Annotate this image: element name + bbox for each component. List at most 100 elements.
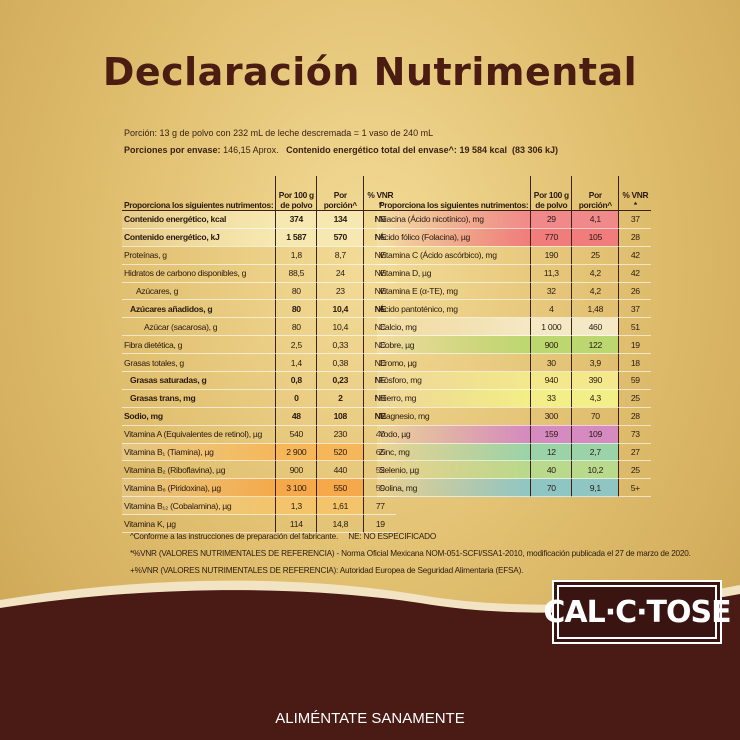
cell: 0 [275, 389, 318, 408]
nutrient: Vitamina K, µg [122, 514, 277, 534]
cell: 5+ [618, 478, 652, 498]
nutrient: Contenido energético, kJ [122, 228, 277, 247]
cell: 27 [618, 443, 652, 462]
cell: 25 [571, 246, 620, 265]
row: Hidratos de carbono disponibles, g 88,5 24… [122, 264, 397, 283]
row: Vitamina B₁₂ (Cobalamina), µg 1,3 1,61 77 [122, 496, 397, 516]
nutrient: Fibra dietética, g [122, 335, 277, 355]
cell: 0,23 [316, 371, 365, 390]
nutrient: Cromo, µg [377, 353, 532, 373]
cell: 159 [530, 425, 573, 444]
cell: 37 [618, 210, 652, 229]
cell: 114 [275, 514, 318, 534]
nutrient: Hidratos de carbono disponibles, g [122, 264, 277, 283]
value: 146,15 Aprox. [223, 145, 279, 155]
cell: 570 [316, 228, 365, 247]
row: Vitamina B₁ (Tiamina), µg2 90052065 [122, 443, 397, 462]
cell: 59 [618, 371, 652, 390]
cell: 80 [275, 282, 318, 301]
nutrient: Contenido energético, kcal [122, 210, 277, 229]
nutrient: Vitamina B₁₂ (Cobalamina), µg [122, 496, 277, 516]
nutrient: Cobre, µg [377, 335, 532, 355]
cell: 2,7 [571, 443, 620, 462]
cell: 2 [316, 389, 365, 408]
cell: 12 [530, 443, 573, 462]
cell: 3 100 [275, 478, 318, 498]
nutrient: Selenio, µg [377, 460, 532, 480]
cell: 2,5 [275, 335, 318, 355]
cell: 1,3 [275, 496, 318, 516]
cell: 4,3 [571, 389, 620, 408]
row: Sodio, mg 48 108 NE [122, 407, 397, 426]
row: Cobre, µg 900 122 19 [377, 335, 652, 355]
footnote: +%VNR (VALORES NUTRIMENTALES DE REFERENC… [130, 566, 524, 575]
row: Azúcares añadidos, g 80 10,4 NE [122, 299, 397, 319]
cell: 190 [530, 246, 573, 265]
cell: 30 [530, 353, 573, 373]
cell: 8,7 [316, 246, 365, 265]
nutrient: Vitamina A (Equivalentes de retinol), µg [122, 425, 277, 444]
cell: 1 587 [275, 228, 318, 247]
cell: 230 [316, 425, 365, 444]
cell: 70 [571, 407, 620, 426]
label: Contenido energético total del envase^: [286, 145, 457, 155]
cell: 4,2 [571, 282, 620, 301]
cell: 10,4 [316, 317, 365, 337]
cell: 40 [530, 460, 573, 480]
cell: 108 [316, 407, 365, 426]
nutrient: Vitamina B₆ (Piridoxina), µg [122, 478, 277, 498]
cell: 134 [316, 210, 365, 229]
cell: 48 [275, 407, 318, 426]
nutrient: Grasas saturadas, g [122, 371, 277, 390]
cell: 1,8 [275, 246, 318, 265]
cell: 77 [363, 496, 397, 516]
cell: 440 [316, 460, 365, 480]
row: Grasas trans, mg02NE [122, 389, 397, 408]
cell: 460 [571, 317, 620, 337]
cell: 900 [530, 335, 573, 355]
cell: 33 [530, 389, 573, 408]
cell: 28 [618, 407, 652, 426]
footer: ALIMÉNTATE SANAMENTE [275, 710, 465, 727]
row: Niacina (Ácido nicotínico), mg 29 4,1 37 [377, 210, 652, 229]
row: Vitamina D, µg 11,3 4,2 42 [377, 264, 652, 283]
cell: 19 [363, 514, 397, 534]
cell: 37 [618, 299, 652, 319]
nutrient: Calcio, mg [377, 317, 532, 337]
nutrient: Vitamina B₁ (Tiamina), µg [122, 443, 277, 462]
header-cell: Por porción^ [571, 176, 620, 211]
row: Vitamina A (Equivalentes de retinol), µg… [122, 425, 397, 444]
cell: 25 [618, 460, 652, 480]
row: Hierro, mg 33 4,3 25 [377, 389, 652, 408]
left-table: Proporciona los siguientes nutrimentos: P… [122, 176, 397, 534]
cell: 1,61 [316, 496, 365, 516]
row: Magnesio, mg 300 70 28 [377, 407, 652, 426]
header-cell: % VNR * [618, 176, 652, 211]
nutrient: Niacina (Ácido nicotínico), mg [377, 210, 532, 229]
cell: 1 000 [530, 317, 573, 337]
cell: 42 [618, 264, 652, 283]
cell: 4 [530, 299, 573, 319]
cell: 4,2 [571, 264, 620, 283]
nutrient: Vitamina B₂ (Riboflavina), µg [122, 460, 277, 480]
cell: 51 [618, 317, 652, 337]
header-cell: Por 100 g de polvo [275, 176, 318, 211]
row: Contenido energético, kcal374134NE [122, 210, 397, 229]
nutrient: Proteínas, g [122, 246, 277, 265]
cell: 24 [316, 264, 365, 283]
cell: 122 [571, 335, 620, 355]
cell: 73 [618, 425, 652, 444]
row: Fósforo, mg 940 390 59 [377, 371, 652, 390]
value: 19 584 kcal (83 306 kJ) [459, 145, 559, 155]
nutrient: Grasas totales, g [122, 353, 277, 373]
row: Yodo, µg 159 109 73 [377, 425, 652, 444]
cell: 70 [530, 478, 573, 498]
cell: 10,2 [571, 460, 620, 480]
nutrient: Sodio, mg [122, 407, 277, 426]
cell: 26 [618, 282, 652, 301]
cell: 390 [571, 371, 620, 390]
header-cell: Proporciona los siguientes nutrimentos: [122, 176, 277, 211]
cell: 42 [618, 246, 652, 265]
cell: 23 [316, 282, 365, 301]
